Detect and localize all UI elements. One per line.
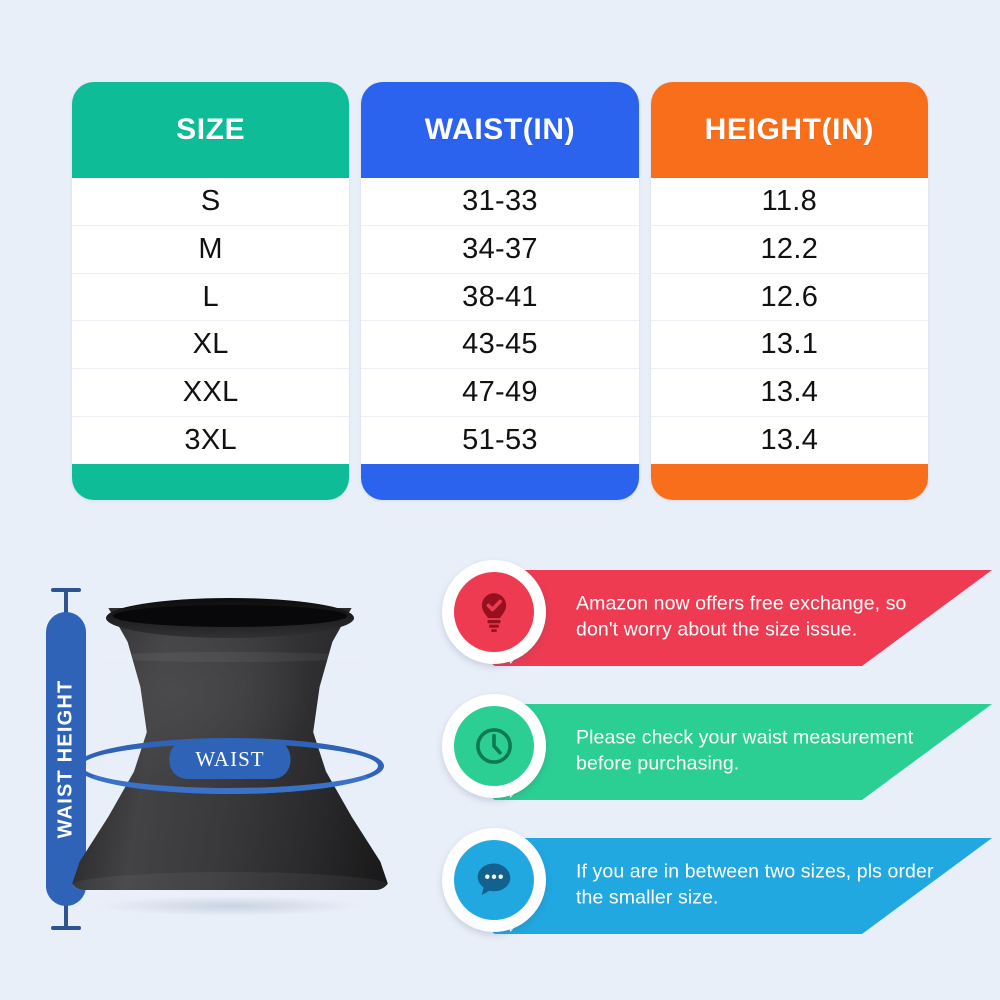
size-column-size: SIZE S M L XL XXL 3XL <box>72 82 350 500</box>
note-badge <box>438 824 550 946</box>
belt-top-opening <box>106 598 354 638</box>
table-cell: 13.4 <box>650 369 928 418</box>
column-header-height: HEIGHT(IN) <box>650 82 928 178</box>
column-footer-waist <box>361 464 639 500</box>
table-cell: 38-41 <box>361 273 639 322</box>
measure-cap-bottom-icon <box>51 926 81 930</box>
size-column-waist: WAIST(IN) 31-33 34-37 38-41 43-45 47-49 … <box>361 82 639 500</box>
table-cell: 3XL <box>72 417 350 464</box>
note-badge <box>438 690 550 812</box>
lightbulb-check-icon <box>454 572 534 652</box>
column-body-height: 11.8 12.2 12.6 13.1 13.4 13.4 <box>650 178 928 464</box>
table-cell: 51-53 <box>361 417 639 464</box>
column-header-size: SIZE <box>72 82 350 178</box>
table-cell: 11.8 <box>650 178 928 226</box>
product-illustration: WAIST HEIGHT WAIST <box>10 560 420 980</box>
waist-circumference-ring-front <box>76 738 384 794</box>
column-footer-height <box>650 464 928 500</box>
table-cell: 34-37 <box>361 225 639 274</box>
chat-bubble-icon <box>454 840 534 920</box>
table-cell: 12.2 <box>650 225 928 274</box>
belt-seam-line <box>100 652 360 662</box>
column-footer-size <box>72 464 350 500</box>
table-cell: 13.4 <box>650 417 928 464</box>
table-cell: XL <box>72 321 350 370</box>
belt-drop-shadow <box>96 896 364 916</box>
measure-cap-top-icon <box>51 588 81 592</box>
table-cell: S <box>72 178 350 226</box>
table-cell: XXL <box>72 369 350 418</box>
column-body-size: S M L XL XXL 3XL <box>72 178 350 464</box>
table-cell: 31-33 <box>361 178 639 226</box>
table-cell: 43-45 <box>361 321 639 370</box>
info-note: Please check your waist measurement befo… <box>436 690 992 812</box>
table-cell: 12.6 <box>650 273 928 322</box>
info-notes-list: Amazon now offers free exchange, so don'… <box>436 556 992 968</box>
table-cell: 47-49 <box>361 369 639 418</box>
size-chart-table: SIZE S M L XL XXL 3XL WAIST(IN) 31-33 34… <box>72 82 928 500</box>
table-cell: L <box>72 273 350 322</box>
note-badge <box>438 556 550 678</box>
info-note: Amazon now offers free exchange, so don'… <box>436 556 992 678</box>
table-cell: 13.1 <box>650 321 928 370</box>
size-column-height: HEIGHT(IN) 11.8 12.2 12.6 13.1 13.4 13.4 <box>650 82 928 500</box>
note-text: Amazon now offers free exchange, so don'… <box>576 592 907 640</box>
note-text: Please check your waist measurement befo… <box>576 726 914 774</box>
table-cell: M <box>72 225 350 274</box>
waist-trainer-belt-image: WAIST <box>70 590 390 916</box>
info-note: If you are in between two sizes, pls ord… <box>436 824 992 946</box>
waist-label: WAIST <box>169 740 291 779</box>
column-header-waist: WAIST(IN) <box>361 82 639 178</box>
belt-bottom-hem <box>72 872 388 898</box>
column-body-waist: 31-33 34-37 38-41 43-45 47-49 51-53 <box>361 178 639 464</box>
clock-icon <box>454 706 534 786</box>
note-text: If you are in between two sizes, pls ord… <box>576 860 934 908</box>
